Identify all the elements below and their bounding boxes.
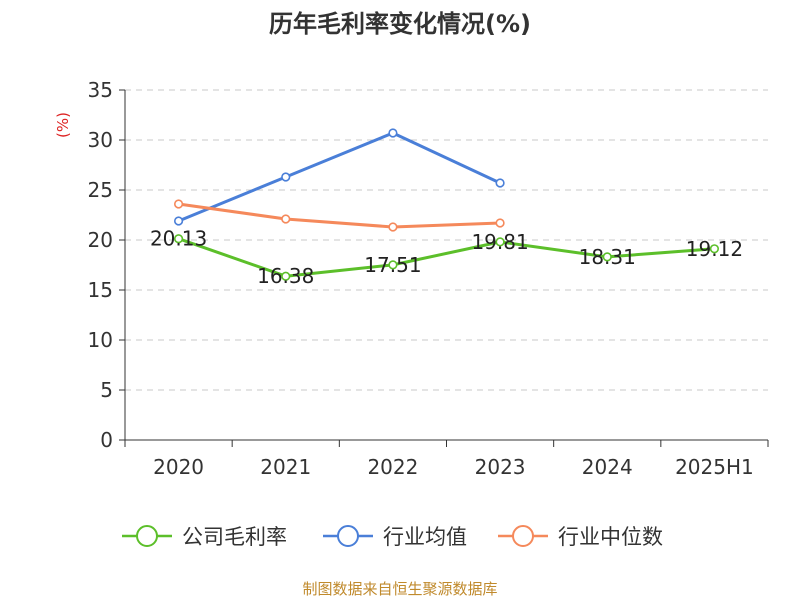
x-tick-label: 2024 (582, 455, 633, 479)
y-tick-label: 5 (100, 378, 113, 402)
data-label: 19.81 (471, 230, 528, 254)
legend-marker (337, 525, 359, 547)
data-point (709, 244, 720, 254)
data-point (281, 214, 291, 224)
data-label: 16.38 (257, 264, 314, 288)
x-tick-label: 2025H1 (675, 455, 754, 479)
legend-label: 行业均值 (383, 525, 467, 549)
data-point (495, 237, 505, 247)
data-point (388, 260, 398, 270)
legend-label: 公司毛利率 (182, 525, 287, 549)
data-point (495, 178, 505, 188)
y-tick-label: 20 (88, 228, 113, 252)
legend-label: 行业中位数 (558, 525, 663, 549)
data-label: 18.31 (579, 245, 636, 269)
y-tick-label: 30 (88, 128, 113, 152)
x-tick-label: 2021 (260, 455, 311, 479)
y-tick-label: 15 (88, 278, 113, 302)
x-tick-label: 2020 (153, 455, 204, 479)
data-point (173, 199, 184, 209)
data-point (173, 216, 184, 226)
legend-marker (512, 525, 534, 547)
y-axis-label: (%) (54, 112, 72, 138)
data-point (281, 172, 291, 182)
y-tick-label: 10 (88, 328, 113, 352)
x-tick-label: 2023 (475, 455, 526, 479)
data-point (495, 218, 505, 228)
data-label: 17.51 (364, 253, 421, 277)
y-tick-label: 25 (88, 178, 113, 202)
data-point (173, 234, 184, 244)
data-point (388, 128, 398, 138)
legend-marker (136, 525, 158, 547)
y-tick-label: 0 (100, 428, 113, 452)
data-point (281, 271, 291, 281)
data-point (388, 222, 398, 232)
chart-title: 历年毛利率变化情况(%) (269, 10, 531, 38)
data-point (602, 252, 612, 262)
data-label: 20.13 (150, 227, 207, 251)
data-label: 19.12 (686, 237, 743, 261)
source-note: 制图数据来自恒生聚源数据库 (302, 580, 498, 598)
series-line-1 (178, 237, 715, 278)
y-tick-label: 35 (88, 78, 113, 102)
series-line-2 (178, 131, 501, 223)
x-tick-label: 2022 (367, 455, 418, 479)
series-line-3 (178, 202, 501, 229)
